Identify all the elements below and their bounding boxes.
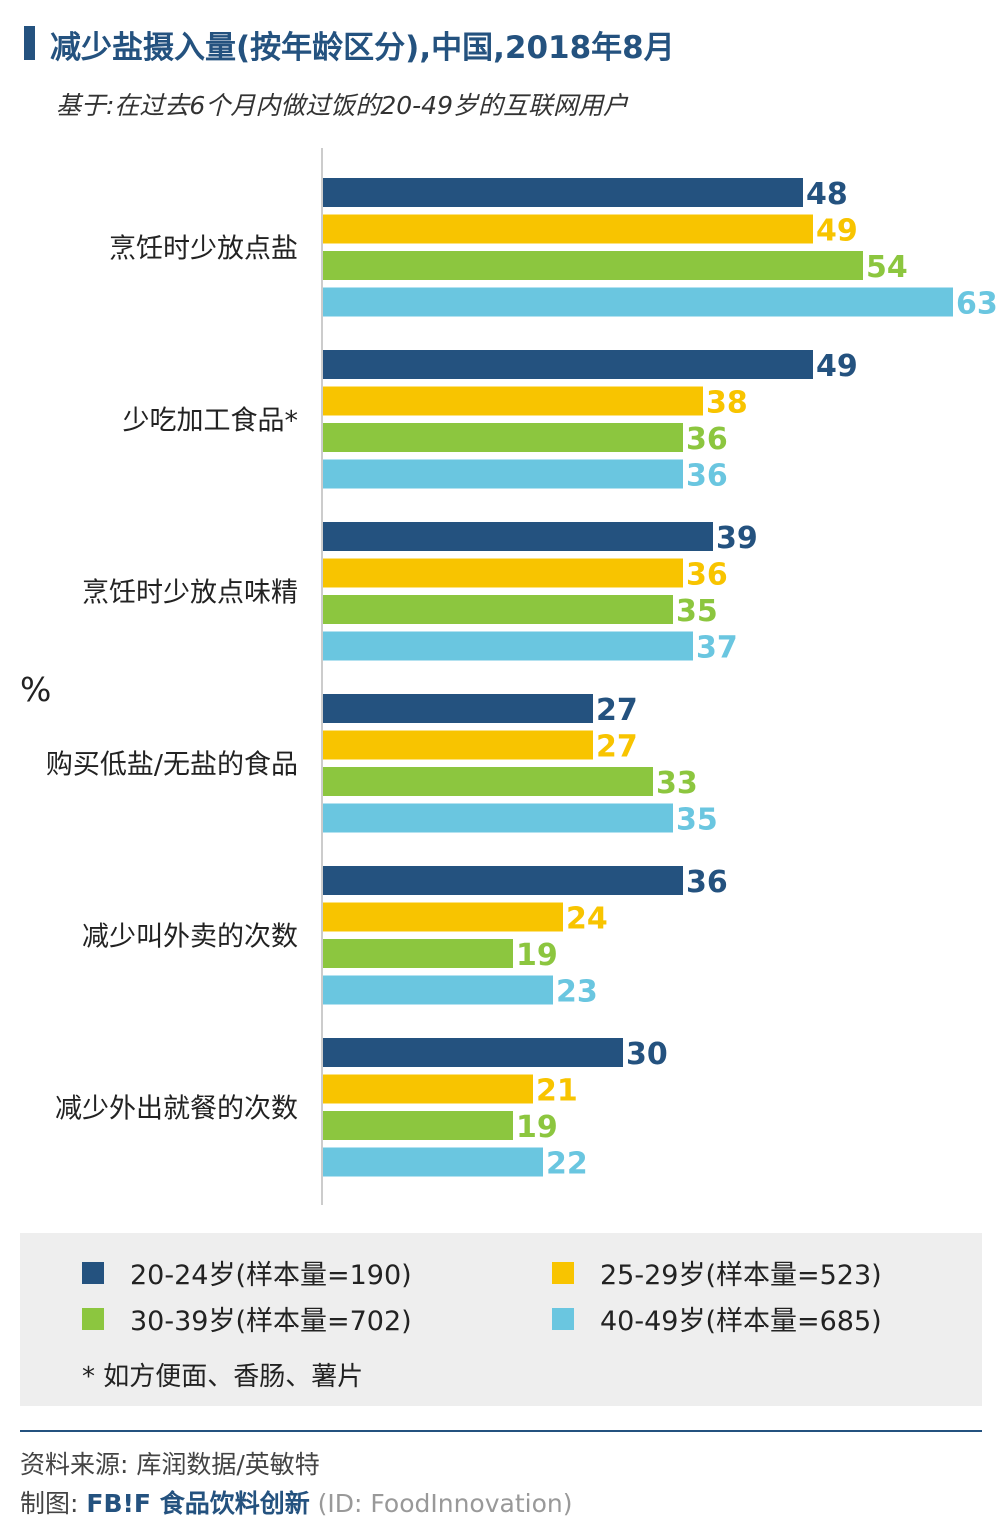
- bar: [323, 595, 673, 624]
- category-label: 购买低盐/无盐的食品: [46, 749, 298, 780]
- bar: [323, 1111, 513, 1140]
- data-label: 36: [686, 422, 728, 457]
- data-label: 39: [716, 521, 758, 556]
- bar: [323, 694, 593, 723]
- bar: [323, 459, 683, 489]
- brand-id: (ID: FoodInnovation): [317, 1489, 573, 1518]
- bar: [323, 730, 593, 760]
- bar: [323, 350, 813, 379]
- unit-label: %: [20, 670, 52, 709]
- source-text: 资料来源: 库润数据/英敏特: [20, 1450, 320, 1479]
- bar: [323, 803, 673, 833]
- bar: [323, 631, 693, 661]
- bar: [323, 1074, 533, 1104]
- bar: [323, 522, 713, 551]
- legend-swatch: [552, 1261, 574, 1284]
- bar: [323, 767, 653, 796]
- category-label: 少吃加工食品*: [123, 405, 299, 436]
- legend-swatch: [82, 1261, 104, 1284]
- data-label: 36: [686, 459, 728, 494]
- data-label: 22: [546, 1147, 588, 1182]
- bar: [323, 251, 863, 280]
- bar: [323, 902, 563, 932]
- data-label: 19: [516, 1110, 558, 1145]
- category-label: 烹饪时少放点盐: [109, 233, 298, 264]
- category-label: 烹饪时少放点味精: [82, 577, 298, 608]
- bar: [323, 975, 553, 1005]
- legend-swatch: [552, 1307, 574, 1330]
- title-accent-bar: [24, 26, 35, 60]
- legend-item-20-24: 20-24岁(样本量=190): [82, 1253, 412, 1292]
- footer-divider: [20, 1430, 982, 1432]
- bar: [323, 386, 703, 416]
- data-label: 23: [556, 975, 598, 1010]
- legend-item-25-29: 25-29岁(样本量=523): [552, 1253, 882, 1292]
- data-label: 63: [956, 287, 998, 322]
- data-label: 19: [516, 938, 558, 973]
- data-label: 54: [866, 250, 908, 285]
- bar: [323, 939, 513, 968]
- bar: [323, 287, 953, 317]
- data-label: 36: [686, 558, 728, 593]
- data-label: 36: [686, 865, 728, 900]
- data-label: 49: [816, 349, 858, 384]
- data-label: 35: [676, 803, 718, 838]
- data-label: 37: [696, 631, 738, 666]
- data-label: 33: [656, 766, 698, 801]
- legend-label: 20-24岁(样本量=190): [130, 1260, 412, 1291]
- legend-label: 30-39岁(样本量=702): [130, 1306, 412, 1337]
- legend-panel: 20-24岁(样本量=190) 25-29岁(样本量=523) 30-39岁(样…: [20, 1233, 982, 1406]
- brand-name: FB!F 食品饮料创新: [86, 1489, 310, 1518]
- bar: [323, 1038, 623, 1067]
- data-label: 49: [816, 214, 858, 249]
- data-label: 48: [806, 177, 848, 212]
- data-label: 21: [536, 1074, 578, 1109]
- bar: [323, 214, 813, 244]
- footnote: * 如方便面、香肠、薯片: [82, 1362, 364, 1392]
- bar: [323, 423, 683, 452]
- bar: [323, 178, 803, 207]
- bar: [323, 866, 683, 895]
- legend-swatch: [82, 1307, 104, 1330]
- bar: [323, 558, 683, 588]
- data-label: 27: [596, 730, 638, 765]
- data-label: 30: [626, 1037, 668, 1072]
- bar-chart: 烹饪时少放点盐48495463少吃加工食品*49383636烹饪时少放点味精39…: [46, 148, 998, 1205]
- legend-label: 40-49岁(样本量=685): [600, 1306, 882, 1337]
- data-label: 24: [566, 902, 608, 937]
- category-label: 减少外出就餐的次数: [55, 1093, 298, 1124]
- chart-subtitle: 基于:在过去6个月内做过饭的20-49岁的互联网用户: [56, 91, 628, 120]
- data-label: 38: [706, 386, 748, 421]
- credit-prefix: 制图:: [20, 1489, 79, 1518]
- bar: [323, 1147, 543, 1177]
- data-label: 27: [596, 693, 638, 728]
- data-label: 35: [676, 594, 718, 629]
- legend-label: 25-29岁(样本量=523): [600, 1260, 882, 1291]
- category-label: 减少叫外卖的次数: [82, 921, 298, 952]
- chart-title: 减少盐摄入量(按年龄区分),中国,2018年8月: [50, 30, 675, 66]
- legend-item-30-39: 30-39岁(样本量=702): [82, 1299, 412, 1338]
- credit-line: 制图: FB!F 食品饮料创新 (ID: FoodInnovation): [20, 1484, 572, 1520]
- legend-item-40-49: 40-49岁(样本量=685): [552, 1299, 882, 1338]
